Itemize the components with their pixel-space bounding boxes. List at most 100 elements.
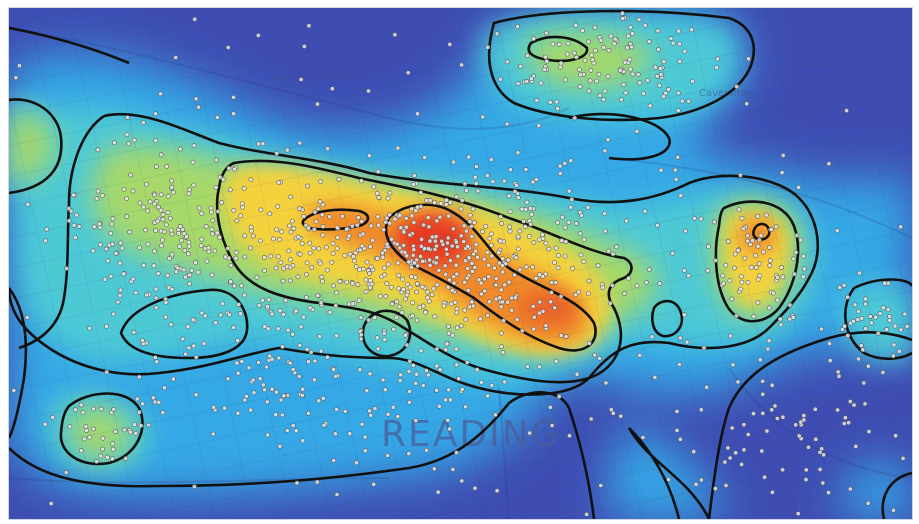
point-marker-icon [318, 178, 323, 184]
point-marker-icon [499, 221, 504, 226]
point-marker-icon [652, 374, 658, 380]
point-marker-icon [407, 358, 413, 364]
point-marker-icon [131, 329, 137, 335]
point-marker-icon [869, 320, 874, 326]
point-marker-icon [525, 53, 530, 58]
point-marker-icon [186, 191, 192, 197]
point-marker-icon [418, 253, 423, 259]
point-marker-icon [297, 140, 303, 146]
point-marker-icon [454, 362, 460, 368]
point-marker-icon [472, 485, 478, 491]
point-marker-icon [793, 422, 799, 428]
point-marker-icon [97, 242, 103, 248]
point-marker-icon [498, 76, 503, 82]
point-marker-icon [239, 201, 245, 206]
point-marker-icon [320, 395, 326, 401]
point-marker-icon [507, 228, 513, 234]
point-marker-icon [151, 248, 157, 254]
point-marker-icon [307, 305, 313, 311]
point-marker-icon [634, 128, 640, 134]
point-marker-icon [530, 303, 536, 309]
point-marker-icon [767, 245, 772, 250]
point-marker-icon [661, 59, 667, 64]
point-marker-icon [434, 255, 440, 260]
point-marker-icon [256, 141, 261, 147]
point-marker-icon [677, 58, 683, 64]
point-marker-icon [410, 300, 415, 305]
point-marker-icon [98, 406, 104, 412]
point-marker-icon [383, 219, 389, 225]
point-marker-icon [795, 511, 801, 516]
point-marker-icon [562, 77, 568, 83]
point-marker-icon [463, 228, 469, 234]
point-marker-icon [63, 470, 69, 475]
point-marker-icon [624, 45, 630, 51]
point-marker-icon [213, 157, 219, 163]
point-marker-icon [301, 314, 306, 320]
point-marker-icon [501, 318, 506, 324]
point-marker-icon [169, 231, 175, 237]
point-marker-icon [504, 121, 510, 127]
point-marker-icon [657, 66, 663, 71]
point-marker-icon [406, 259, 412, 265]
point-marker-icon [144, 292, 150, 298]
point-marker-icon [536, 123, 542, 128]
point-marker-icon [593, 48, 598, 53]
point-marker-icon [518, 63, 524, 69]
point-marker-icon [407, 399, 412, 405]
point-marker-icon [108, 273, 114, 279]
contour-line [853, 278, 912, 290]
point-marker-icon [462, 307, 468, 313]
point-marker-icon [319, 212, 325, 218]
point-marker-icon [734, 313, 739, 319]
point-marker-icon [267, 211, 273, 217]
point-marker-icon [584, 511, 589, 517]
point-marker-icon [485, 313, 490, 318]
point-marker-icon [413, 274, 418, 280]
point-marker-icon [658, 72, 664, 77]
point-marker-icon [578, 72, 584, 78]
point-marker-icon [225, 245, 231, 251]
point-marker-icon [533, 275, 539, 281]
point-marker-icon [288, 257, 293, 263]
point-marker-icon [758, 232, 764, 238]
point-marker-icon [102, 276, 108, 282]
point-marker-icon [182, 248, 188, 253]
point-marker-icon [519, 328, 525, 334]
point-marker-icon [845, 294, 851, 300]
point-marker-icon [334, 333, 339, 339]
point-marker-icon [674, 408, 680, 414]
point-marker-icon [414, 281, 420, 287]
point-marker-icon [779, 170, 785, 175]
point-marker-icon [801, 253, 806, 259]
point-marker-icon [128, 429, 133, 435]
point-marker-icon [364, 259, 370, 265]
point-marker-icon [486, 274, 492, 280]
point-marker-icon [337, 279, 343, 284]
point-marker-icon [517, 267, 523, 273]
point-marker-icon [446, 387, 451, 393]
point-marker-icon [406, 368, 412, 374]
point-marker-icon [280, 278, 286, 284]
point-marker-icon [398, 372, 404, 378]
point-marker-icon [548, 404, 553, 410]
point-marker-icon [218, 312, 224, 318]
point-marker-icon [771, 290, 776, 296]
point-marker-icon [481, 276, 487, 282]
point-marker-icon [141, 262, 147, 268]
point-marker-icon [452, 299, 458, 305]
point-marker-icon [163, 314, 169, 320]
point-marker-icon [311, 226, 317, 232]
point-marker-icon [454, 310, 460, 316]
point-marker-icon [210, 218, 216, 223]
point-marker-icon [380, 250, 385, 256]
point-marker-icon [140, 401, 145, 407]
point-marker-icon [841, 282, 847, 288]
point-marker-icon [235, 370, 241, 376]
point-marker-icon [509, 307, 515, 313]
point-marker-icon [159, 237, 165, 243]
point-marker-icon [158, 192, 164, 197]
point-marker-icon [732, 251, 738, 257]
point-marker-icon [321, 422, 327, 428]
point-marker-icon [861, 380, 867, 386]
